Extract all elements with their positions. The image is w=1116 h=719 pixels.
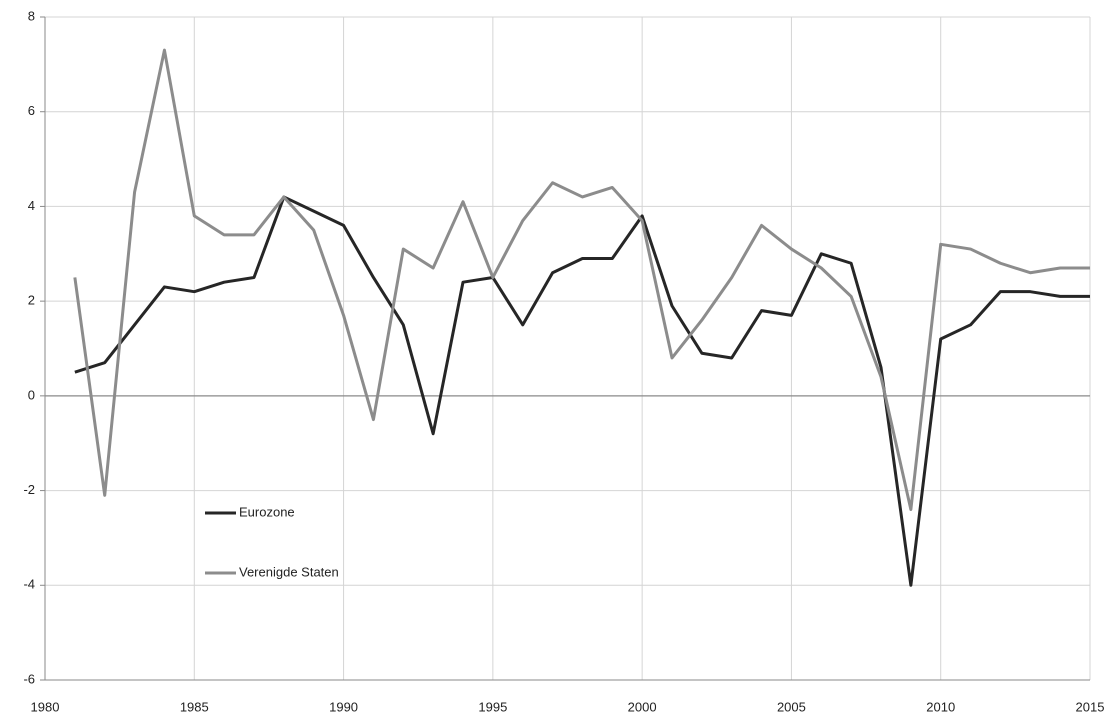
y-tick-label: 8 bbox=[28, 8, 35, 23]
x-tick-label: 2015 bbox=[1076, 699, 1105, 714]
y-tick-label: 0 bbox=[28, 387, 35, 402]
x-tick-label: 2000 bbox=[628, 699, 657, 714]
legend-label: Verenigde Staten bbox=[239, 564, 339, 579]
series-line bbox=[73, 48, 1090, 512]
y-tick-label: -4 bbox=[23, 577, 35, 592]
y-tick-label: 2 bbox=[28, 293, 35, 308]
x-tick-label: 1995 bbox=[478, 699, 507, 714]
legend-label: Eurozone bbox=[239, 504, 295, 519]
y-tick-label: 4 bbox=[28, 198, 35, 213]
y-tick-label: -6 bbox=[23, 671, 35, 686]
x-tick-label: 2005 bbox=[777, 699, 806, 714]
x-tick-label: 1990 bbox=[329, 699, 358, 714]
x-tick-label: 1980 bbox=[31, 699, 60, 714]
series-line bbox=[74, 195, 1090, 587]
y-tick-label: 6 bbox=[28, 103, 35, 118]
x-tick-label: 2010 bbox=[926, 699, 955, 714]
y-tick-label: -2 bbox=[23, 482, 35, 497]
x-tick-label: 1985 bbox=[180, 699, 209, 714]
